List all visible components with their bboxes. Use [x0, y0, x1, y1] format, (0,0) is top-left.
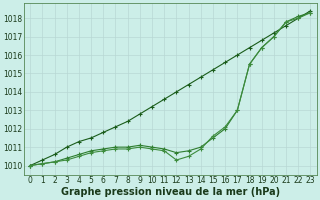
- X-axis label: Graphe pression niveau de la mer (hPa): Graphe pression niveau de la mer (hPa): [61, 187, 280, 197]
